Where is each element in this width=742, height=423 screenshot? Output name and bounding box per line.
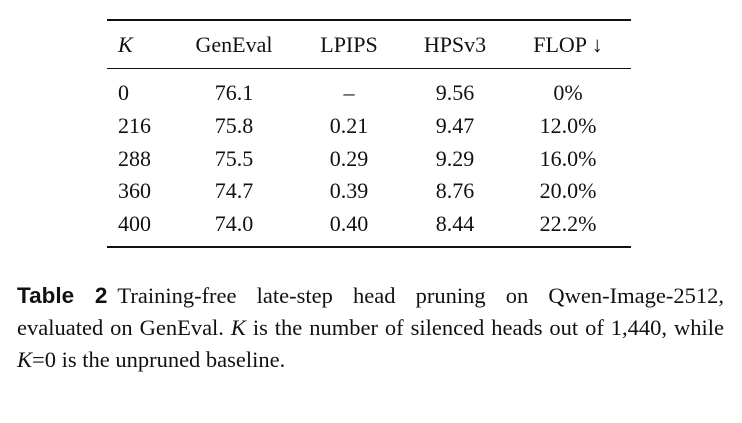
table-cell: 16.0% bbox=[539, 145, 597, 171]
mid-rule bbox=[107, 68, 631, 69]
table-cell: 0 bbox=[118, 80, 129, 105]
table-cell: 20.0% bbox=[539, 178, 597, 204]
table-cell: 0.40 bbox=[329, 211, 369, 237]
header-cell: FLOP ↓ bbox=[533, 32, 603, 57]
table-cell: 8.44 bbox=[435, 211, 475, 237]
table-cell: 0.21 bbox=[329, 112, 369, 138]
caption-text: K bbox=[17, 347, 33, 372]
header-cell: GenEval bbox=[195, 32, 273, 57]
table-cell: 360 bbox=[118, 178, 151, 204]
caption-text: K bbox=[230, 315, 246, 340]
table-cell: 0% bbox=[553, 80, 583, 105]
caption-label: Table 2 bbox=[17, 283, 108, 308]
bottom-rule bbox=[107, 246, 631, 248]
table-cell: 22.2% bbox=[539, 211, 597, 237]
caption: Table 2 Training-free late-step head prun… bbox=[17, 280, 724, 376]
top-rule bbox=[107, 19, 631, 21]
table-cell: 8.76 bbox=[435, 178, 475, 204]
table-cell: 75.8 bbox=[214, 112, 254, 138]
table-cell: – bbox=[343, 80, 355, 105]
header-cell: HPSv3 bbox=[423, 32, 487, 57]
table-cell: 9.47 bbox=[435, 112, 475, 138]
table-cell: 9.29 bbox=[435, 145, 475, 171]
caption-text: Training-free late-step head pruning on … bbox=[17, 283, 724, 340]
table-cell: 74.0 bbox=[214, 211, 254, 237]
table-cell: 75.5 bbox=[214, 145, 254, 171]
header-cell: LPIPS bbox=[320, 32, 378, 57]
table-cell: 400 bbox=[118, 211, 151, 237]
table-cell: 0.39 bbox=[329, 178, 369, 204]
table-cell: 9.56 bbox=[435, 80, 475, 105]
table-cell: 288 bbox=[118, 145, 151, 171]
table-cell: 12.0% bbox=[539, 112, 597, 138]
header-cell: K bbox=[118, 32, 133, 57]
table-cell: 0.29 bbox=[329, 145, 369, 171]
table-cell: 216 bbox=[118, 112, 151, 138]
table-cell: 74.7 bbox=[214, 178, 254, 204]
table-cell: 76.1 bbox=[214, 80, 254, 105]
caption-text: is the number of silenced heads out of 1… bbox=[245, 315, 724, 340]
caption-text: =0 is the unpruned baseline. bbox=[32, 347, 286, 372]
